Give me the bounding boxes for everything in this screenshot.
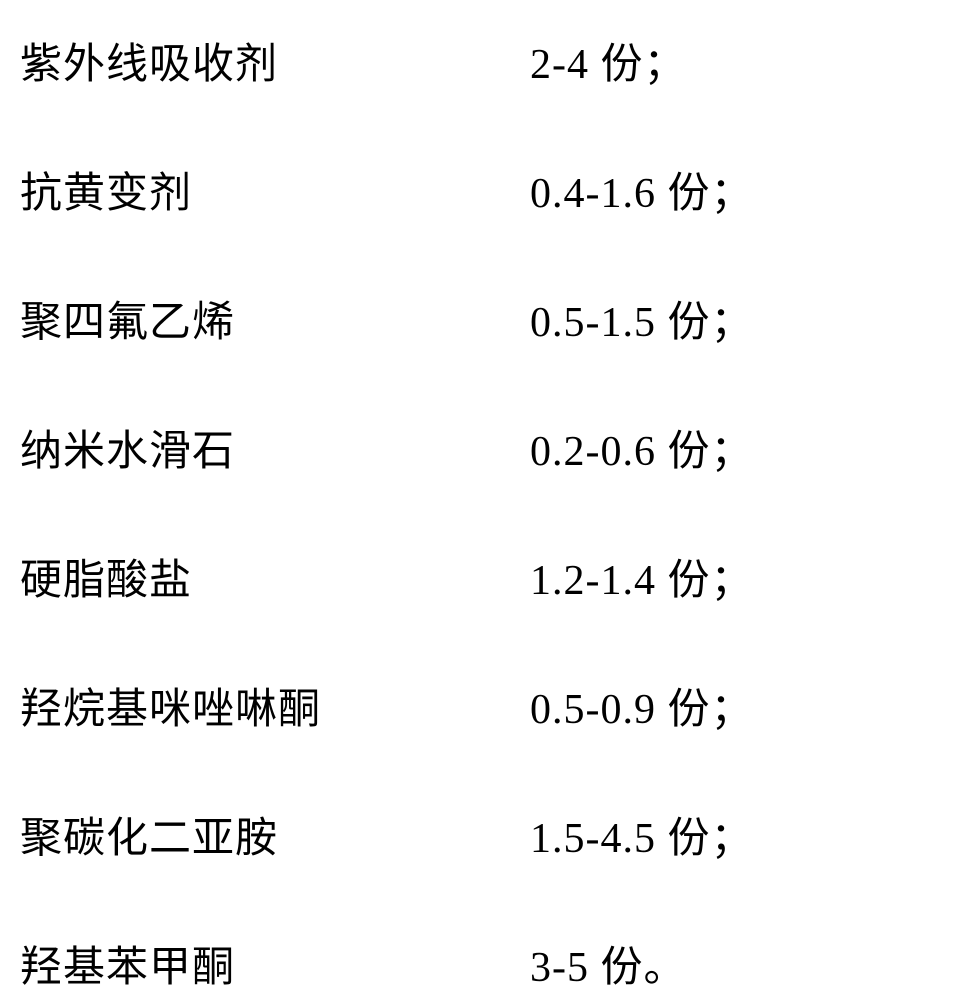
ingredient-value: 0.4-1.6 份； bbox=[530, 159, 754, 220]
ingredient-value: 3-5 份。 bbox=[530, 933, 687, 994]
table-row: 羟基苯甲酮 3-5 份。 bbox=[20, 933, 954, 994]
ingredient-value: 1.5-4.5 份； bbox=[530, 804, 754, 865]
ingredient-list: 紫外线吸收剂 2-4 份； 抗黄变剂 0.4-1.6 份； 聚四氟乙烯 0.5-… bbox=[20, 30, 954, 994]
table-row: 紫外线吸收剂 2-4 份； bbox=[20, 30, 954, 91]
ingredient-value: 0.5-0.9 份； bbox=[530, 675, 754, 736]
ingredient-label: 硬脂酸盐 bbox=[20, 546, 530, 607]
ingredient-value: 0.5-1.5 份； bbox=[530, 288, 754, 349]
ingredient-label: 羟烷基咪唑啉酮 bbox=[20, 675, 530, 736]
ingredient-label: 紫外线吸收剂 bbox=[20, 30, 530, 91]
table-row: 硬脂酸盐 1.2-1.4 份； bbox=[20, 546, 954, 607]
ingredient-value: 2-4 份； bbox=[530, 30, 687, 91]
ingredient-label: 抗黄变剂 bbox=[20, 159, 530, 220]
table-row: 聚碳化二亚胺 1.5-4.5 份； bbox=[20, 804, 954, 865]
ingredient-value: 1.2-1.4 份； bbox=[530, 546, 754, 607]
table-row: 羟烷基咪唑啉酮 0.5-0.9 份； bbox=[20, 675, 954, 736]
table-row: 聚四氟乙烯 0.5-1.5 份； bbox=[20, 288, 954, 349]
ingredient-label: 羟基苯甲酮 bbox=[20, 933, 530, 994]
ingredient-value: 0.2-0.6 份； bbox=[530, 417, 754, 478]
table-row: 抗黄变剂 0.4-1.6 份； bbox=[20, 159, 954, 220]
ingredient-label: 纳米水滑石 bbox=[20, 417, 530, 478]
ingredient-label: 聚四氟乙烯 bbox=[20, 288, 530, 349]
ingredient-label: 聚碳化二亚胺 bbox=[20, 804, 530, 865]
table-row: 纳米水滑石 0.2-0.6 份； bbox=[20, 417, 954, 478]
